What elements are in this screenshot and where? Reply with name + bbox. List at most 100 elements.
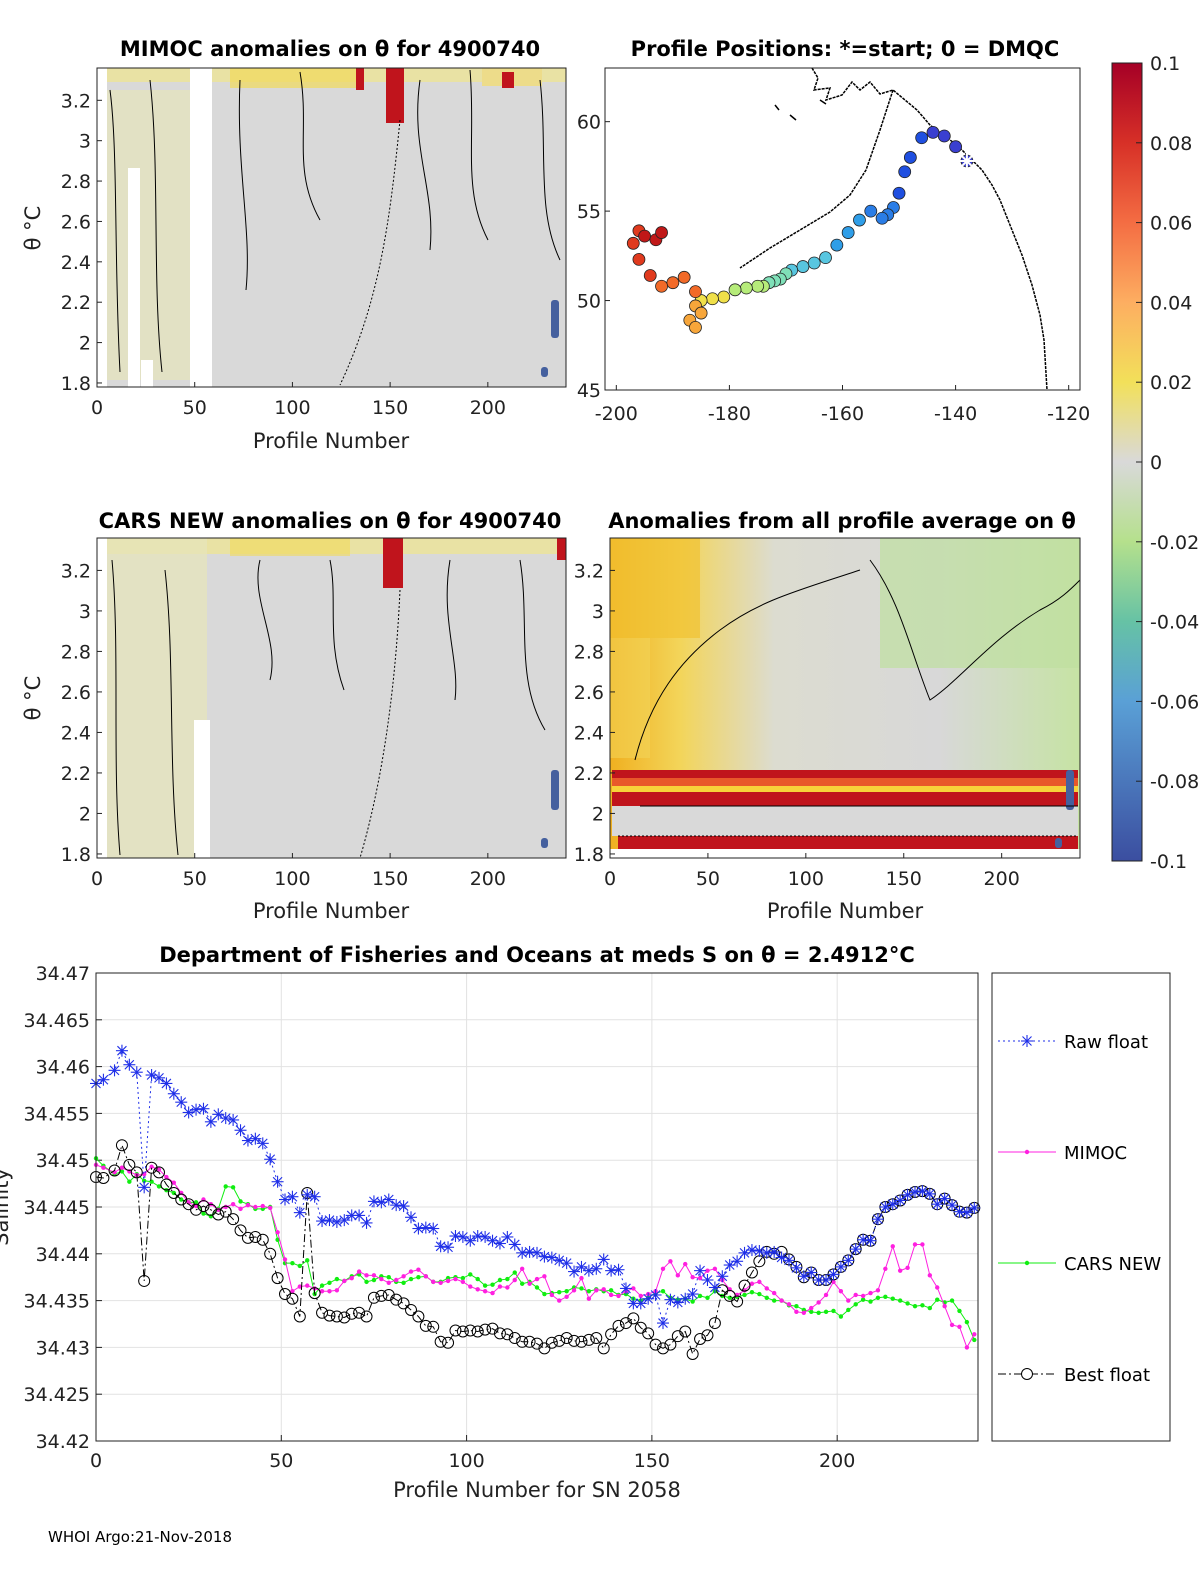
mimoc-ytick-label: 3.2 — [61, 90, 91, 112]
mimoc-marker — [334, 1288, 340, 1293]
profile-position-marker — [892, 186, 906, 200]
best-float-marker — [212, 1208, 225, 1221]
mimoc-marker — [957, 1324, 962, 1330]
mimoc-marker — [905, 1265, 910, 1271]
raw-float-marker — [657, 1317, 669, 1330]
mimoc-marker — [712, 1266, 718, 1271]
mimoc-ylabel: θ °C — [21, 206, 45, 251]
mimoc-marker — [705, 1268, 710, 1273]
legend-label-raw-float: Raw float — [1064, 1032, 1148, 1053]
mimoc-marker — [912, 1242, 918, 1247]
raw-float-marker — [397, 1200, 410, 1213]
mimoc-marker — [482, 1289, 488, 1294]
cars-ytick-label: 2.2 — [61, 763, 91, 785]
cars-new-marker — [586, 1289, 592, 1294]
cars-new-marker — [364, 1279, 369, 1285]
mimoc-marker — [230, 1201, 236, 1207]
best-float-marker — [345, 1307, 358, 1320]
raw-float-marker — [308, 1190, 321, 1203]
raw-float-marker — [849, 1243, 862, 1256]
best-float-marker — [390, 1293, 403, 1306]
mimoc-marker — [342, 1278, 347, 1284]
mimoc-marker — [453, 1276, 458, 1282]
mimoc-marker — [668, 1259, 673, 1264]
cars-new-marker — [156, 1184, 162, 1189]
raw-float-marker — [805, 1266, 818, 1279]
mimoc-marker — [594, 1288, 599, 1293]
mimoc-marker — [757, 1279, 762, 1285]
cars-new-marker — [519, 1281, 525, 1286]
profile-position-marker — [706, 292, 719, 306]
profile-position-marker — [853, 213, 866, 227]
cars-new-marker — [742, 1292, 747, 1298]
mimoc-marker — [164, 1174, 169, 1180]
raw-float-marker — [234, 1124, 247, 1137]
mimoc-marker — [801, 1310, 807, 1315]
mimoc-marker — [616, 1293, 621, 1299]
cars-heatmap — [96, 537, 567, 859]
cars-ytick-label: 2.4 — [61, 722, 91, 744]
best-float-marker — [353, 1306, 366, 1319]
best-float-marker — [664, 1338, 677, 1351]
profile-position-marker — [677, 270, 691, 284]
raw-float-marker — [627, 1297, 640, 1310]
mimoc-marker — [794, 1309, 799, 1315]
cars-new-marker — [534, 1285, 540, 1290]
salinity-legend: Raw float MIMOC CARS NEW Best float — [991, 972, 1171, 1442]
raw-float-marker — [731, 1255, 744, 1268]
best-float-marker — [190, 1203, 203, 1216]
average-ytick-label: 3.2 — [574, 560, 604, 582]
salinity-xtick-label: 200 — [819, 1450, 855, 1472]
raw-float-marker — [753, 1244, 766, 1257]
salinity-ytick-label: 34.425 — [24, 1384, 90, 1406]
mimoc-marker — [949, 1322, 955, 1328]
best-float-marker — [405, 1303, 417, 1316]
best-float-marker — [442, 1336, 455, 1349]
cars-new-marker — [512, 1270, 517, 1275]
raw-float-marker — [842, 1254, 855, 1267]
mimoc-marker — [223, 1204, 228, 1210]
cars-new-marker — [401, 1280, 406, 1286]
best-float-marker — [412, 1310, 425, 1323]
salinity-axes: 0 50 100 150 200 34.42 34.425 34.43 34.435 34.44 3… — [24, 963, 978, 1472]
average-ytick-label: 3 — [592, 601, 604, 623]
raw-float-marker — [360, 1216, 373, 1229]
raw-float-marker — [219, 1112, 232, 1125]
cars-new-marker — [927, 1305, 933, 1311]
salinity-ytick-label: 34.44 — [36, 1244, 90, 1266]
salinity-xtick-label: 100 — [448, 1450, 484, 1472]
raw-float-marker — [419, 1221, 432, 1234]
mimoc-ytick-label: 2.2 — [61, 292, 91, 314]
cars-new-marker — [386, 1275, 391, 1280]
cars-new-marker — [809, 1309, 814, 1315]
raw-float-marker — [590, 1262, 603, 1275]
best-float-marker — [360, 1310, 373, 1323]
mimoc-marker — [438, 1280, 443, 1286]
cars-xtick-label: 150 — [372, 868, 408, 890]
mimoc-marker — [431, 1279, 436, 1285]
raw-float-marker — [871, 1213, 884, 1226]
cars-new-marker — [846, 1307, 851, 1313]
best-float-marker — [745, 1266, 758, 1279]
raw-float-marker — [286, 1190, 299, 1203]
best-float-marker — [115, 1139, 128, 1152]
cars-new-marker — [823, 1309, 829, 1315]
cars-new-marker — [883, 1294, 888, 1300]
cars-ytick-label: 2 — [79, 803, 91, 825]
raw-float-marker — [931, 1198, 944, 1211]
mimoc-marker — [527, 1281, 532, 1286]
raw-float-marker — [197, 1102, 210, 1115]
cars-new-marker — [816, 1310, 821, 1315]
profile-position-marker — [666, 276, 680, 290]
profile-position-marker — [638, 229, 651, 243]
mimoc-marker — [149, 1164, 154, 1169]
raw-float-marker — [820, 1274, 833, 1287]
cars-new-marker — [305, 1258, 310, 1263]
raw-float-marker — [323, 1214, 336, 1227]
cars-new-marker — [497, 1277, 503, 1283]
best-float-marker — [545, 1336, 558, 1349]
legend-label-best-float: Best float — [1064, 1365, 1150, 1386]
salinity-xlabel: Profile Number for SN 2058 — [393, 1478, 681, 1502]
cars-xtick-label: 100 — [274, 868, 310, 890]
mimoc-marker — [601, 1287, 606, 1292]
